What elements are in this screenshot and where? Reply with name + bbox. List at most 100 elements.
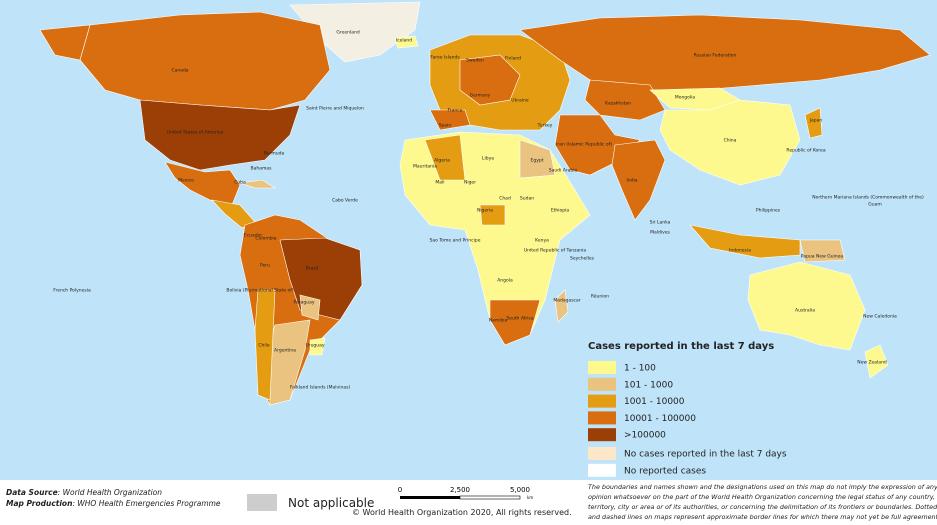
disclaimer-line: opinion whatsoever on the part of the Wo… — [588, 493, 936, 501]
country-label: Spain — [439, 123, 452, 129]
country-label: South Africa — [506, 316, 534, 322]
country-label: Sao Tome and Principe — [430, 238, 481, 244]
legend-label: 101 - 1000 — [624, 380, 673, 390]
country-label: Canada — [171, 68, 188, 74]
country-label: Germany — [470, 93, 491, 99]
not-applicable: Not applicable — [288, 496, 375, 510]
legend: Cases reported in the last 7 days 1 - 100… — [588, 341, 787, 477]
country-label: New Zealand — [857, 360, 887, 366]
disclaimer-line: territory, city or area or of its author… — [588, 503, 937, 511]
disclaimer: The boundaries and names shown and the d… — [588, 482, 937, 522]
country-label: Greenland — [336, 30, 359, 36]
scale-label: 2,500 — [450, 486, 470, 494]
legend-label: 1001 - 10000 — [624, 397, 685, 407]
country-label: United States of America — [167, 130, 223, 136]
country-label: Bermuda — [264, 151, 285, 157]
scale-label: 5,000 — [510, 486, 530, 494]
country-label: China — [724, 138, 737, 144]
scale-label: 0 — [398, 486, 402, 494]
legend-swatch — [588, 463, 616, 477]
country-label: Namibia — [489, 318, 508, 324]
copyright: © World Health Organization 2020, All ri… — [352, 508, 572, 517]
country-label: Peru — [260, 263, 270, 269]
legend-title: Cases reported in the last 7 days — [588, 341, 774, 352]
country-label: Kazakhstan — [605, 101, 631, 107]
country-label: Libya — [482, 156, 494, 162]
country-label: Mongolia — [675, 95, 696, 101]
legend-label: >100000 — [624, 431, 666, 441]
country-label: Saudi Arabia — [549, 168, 578, 174]
country-label: France — [448, 108, 463, 114]
country-label: Madagascar — [553, 298, 580, 304]
disclaimer-line: The boundaries and names shown and the d… — [588, 483, 937, 491]
country-label: Turkey — [537, 123, 553, 129]
country-label: Papua New Guinea — [801, 254, 844, 260]
country-label: Angola — [497, 278, 513, 284]
legend-swatch — [588, 394, 616, 408]
country-label: Niger — [464, 180, 476, 186]
country-label: Mauritania — [413, 164, 437, 170]
country-label: Finland — [505, 56, 521, 62]
legend-swatch — [588, 428, 616, 442]
country-label: Chile — [258, 343, 269, 349]
country-label: Paraguay — [293, 300, 314, 306]
country-label: Russian Federation — [694, 53, 737, 59]
data-source-text: : World Health Organization — [57, 488, 162, 497]
country-label: Seychelles — [570, 256, 595, 262]
map-production-text: : WHO Health Emergencies Programme — [72, 499, 221, 508]
scale-unit: km — [527, 495, 533, 500]
country-label: Indonesia — [729, 248, 751, 254]
land — [39, 1, 931, 406]
not-applicable-swatch — [247, 494, 277, 511]
country-label: French Polynesia — [53, 288, 91, 294]
country-label: Falkland Islands (Malvinas) — [290, 385, 351, 391]
country-label: Chad — [499, 196, 511, 202]
legend-label: 10001 - 100000 — [624, 414, 696, 424]
country-label: Australia — [795, 308, 815, 314]
country-label: Uruguay — [305, 343, 324, 349]
country-label: Mexico — [178, 178, 194, 184]
country-label: Sri Lanka — [650, 220, 671, 226]
map: Greenland Iceland Canada United States of A… — [0, 0, 937, 480]
country-label: Cuba — [234, 180, 246, 186]
data-source: Data Source: World Health Organization — [6, 488, 162, 497]
country-label: Réunion — [591, 293, 609, 300]
country-label: United Republic of Tanzania — [524, 248, 586, 254]
country-label: Kenya — [535, 238, 549, 244]
disclaimer-line: and dashed lines on maps represent appro… — [588, 513, 937, 521]
country-label: Mali — [435, 180, 444, 186]
legend-label: No reported cases — [624, 466, 706, 476]
country-label: Nigeria — [477, 208, 493, 214]
legend-label: 1 - 100 — [624, 364, 656, 374]
scale-bar: 0 2,500 5,000 km — [398, 486, 534, 500]
country-label: Ecuador — [244, 233, 263, 239]
country-label: Egypt — [531, 158, 544, 164]
country-label: Philippines — [756, 208, 781, 214]
data-source-label: Data Source — [6, 488, 58, 497]
country-label: Northern Mariana Islands (Commonwealth o… — [812, 195, 924, 201]
country-label: Ukraine — [511, 98, 529, 104]
map-production: Map Production: WHO Health Emergencies P… — [6, 499, 221, 508]
country-label: Cabo Verde — [332, 198, 358, 204]
legend-swatch — [588, 361, 616, 374]
legend-swatch — [588, 377, 616, 391]
country-label: Guam — [868, 202, 881, 208]
country-label: Republic of Korea — [786, 148, 825, 154]
country-label: Sweden — [466, 58, 484, 64]
country-label: Argentina — [274, 348, 296, 354]
country-label: Algeria — [434, 158, 450, 164]
country-label: India — [626, 178, 637, 184]
country-label: Saint Pierre and Miquelon — [306, 106, 364, 112]
country-label: Brazil — [306, 266, 319, 272]
country-label: Bahamas — [251, 166, 273, 172]
country-label: Ethiopia — [551, 208, 570, 214]
legend-label: No cases reported in the last 7 days — [624, 450, 787, 460]
map-production-label: Map Production — [6, 499, 73, 508]
country-label: Iran (Islamic Republic of) — [556, 142, 612, 148]
country-label: Iceland — [396, 38, 412, 44]
legend-swatch — [588, 411, 616, 425]
country-label: Sudan — [520, 196, 534, 202]
country-label: Bolivia (Plurinational State of) — [226, 288, 293, 294]
country-label: Colombia — [255, 236, 276, 242]
country-labels: Greenland Iceland Canada United States of A… — [53, 30, 924, 391]
